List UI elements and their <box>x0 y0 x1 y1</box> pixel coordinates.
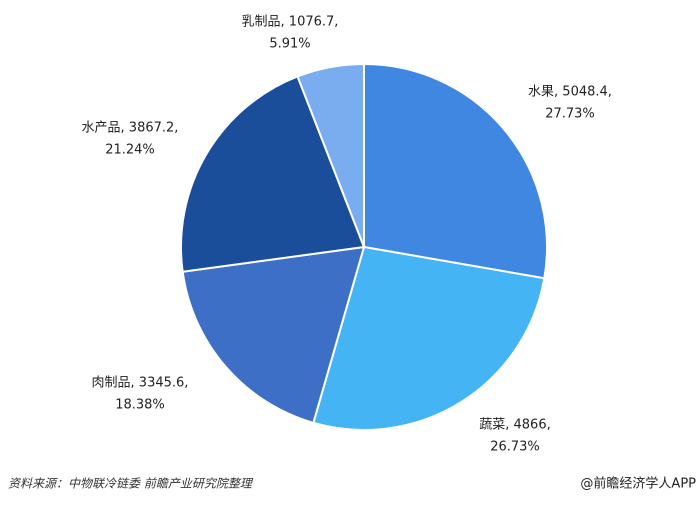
slice-label: 水产品, 3867.2, <box>82 121 179 136</box>
pie-slice <box>312 245 546 431</box>
slice-label: 27.73% <box>545 107 595 122</box>
slice-label: 5.91% <box>269 37 310 52</box>
credit: @前瞻经济学人APP <box>580 476 696 492</box>
slice-label: 乳制品, 1076.7, <box>242 15 339 30</box>
pie-slice <box>180 75 366 273</box>
slice-label: 26.73% <box>490 440 540 455</box>
slice-label: 蔬菜, 4866, <box>479 418 550 433</box>
slice-label: 21.24% <box>105 143 155 158</box>
pie-slice <box>363 62 548 280</box>
slice-label: 肉制品, 3345.6, <box>92 376 189 391</box>
pie-slice <box>296 62 365 248</box>
slice-label: 水果, 5048.4, <box>528 85 612 100</box>
pie-slice <box>181 245 366 425</box>
source-note: 资料来源：中物联冷链委 前瞻产业研究院整理 <box>8 477 254 491</box>
slice-label: 18.38% <box>115 398 165 413</box>
